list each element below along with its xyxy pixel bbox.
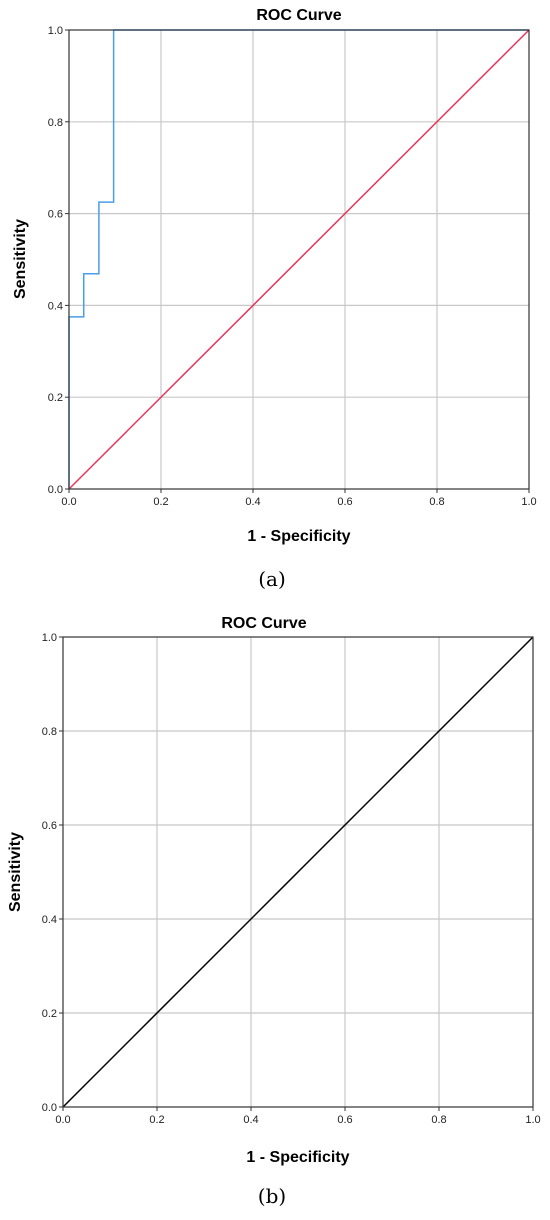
grid xyxy=(69,30,529,489)
y-axis-label: Sensitivity xyxy=(12,219,29,299)
chart-title: ROC Curve xyxy=(256,7,341,24)
x-tick-label: 0.4 xyxy=(243,1114,258,1126)
y-tick-labels: 0.0 0.2 0.4 0.6 0.8 1.0 xyxy=(42,632,63,1114)
series-line-1 xyxy=(68,29,529,489)
panel-label-b: (b) xyxy=(258,1184,286,1208)
x-tick-label: 0.6 xyxy=(337,1114,352,1126)
plot-border xyxy=(62,636,534,1108)
data-series xyxy=(68,29,530,490)
y-tick-label: 0.0 xyxy=(42,1102,57,1114)
series-line-1 xyxy=(62,636,534,1108)
x-tick-labels: 0.0 0.2 0.4 0.6 0.8 1.0 xyxy=(55,1107,541,1126)
x-tick-label: 0.8 xyxy=(431,1114,446,1126)
y-tick-label: 0.8 xyxy=(42,726,57,738)
y-tick-label: 0.8 xyxy=(48,117,63,129)
y-tick-label: 0.4 xyxy=(48,300,63,312)
x-tick-labels: 0.0 0.2 0.4 0.6 0.8 1.0 xyxy=(61,489,537,508)
x-tick-label: 0.0 xyxy=(55,1114,70,1126)
y-tick-label: 0.2 xyxy=(48,392,63,404)
x-tick-label: 0.2 xyxy=(153,496,168,508)
x-tick-label: 0.4 xyxy=(245,496,260,508)
x-axis-label: 1 - Specificity xyxy=(247,528,350,545)
series-line-2 xyxy=(68,29,530,490)
y-tick-label: 0.0 xyxy=(48,484,63,496)
x-tick-label: 0.0 xyxy=(61,496,76,508)
y-tick-label: 0.6 xyxy=(48,209,63,221)
chart-panel-a: ROC Curve 0.0 0.2 0.4 0.6 0.8 1.0 0.00.20.40.… xyxy=(12,7,537,591)
panel-label-a: (a) xyxy=(258,567,286,591)
plot-frame xyxy=(62,636,534,1108)
x-tick-label: 0.2 xyxy=(149,1114,164,1126)
y-tick-label: 0.2 xyxy=(42,1008,57,1020)
y-tick-label: 0.4 xyxy=(42,914,57,926)
y-tick-label: 1.0 xyxy=(48,25,63,37)
data-series xyxy=(62,636,534,1108)
plot-frame xyxy=(68,29,530,490)
x-axis-label: 1 - Specificity xyxy=(246,1149,349,1166)
x-tick-label: 1.0 xyxy=(525,1114,540,1126)
chart-panel-b: ROC Curve 0.0 0.2 0.4 0.6 0.8 1.0 0.00.20.40.… xyxy=(7,615,541,1208)
y-axis-label: Sensitivity xyxy=(7,832,24,912)
x-tick-label: 0.8 xyxy=(429,496,444,508)
x-tick-label: 1.0 xyxy=(521,496,536,508)
x-tick-label: 0.6 xyxy=(337,496,352,508)
y-tick-labels: 0.0 0.2 0.4 0.6 0.8 1.0 xyxy=(48,25,69,496)
y-tick-label: 0.6 xyxy=(42,820,57,832)
grid xyxy=(63,637,533,1107)
chart-title: ROC Curve xyxy=(221,615,306,632)
y-tick-label: 1.0 xyxy=(42,632,57,644)
plot-border xyxy=(68,29,530,490)
